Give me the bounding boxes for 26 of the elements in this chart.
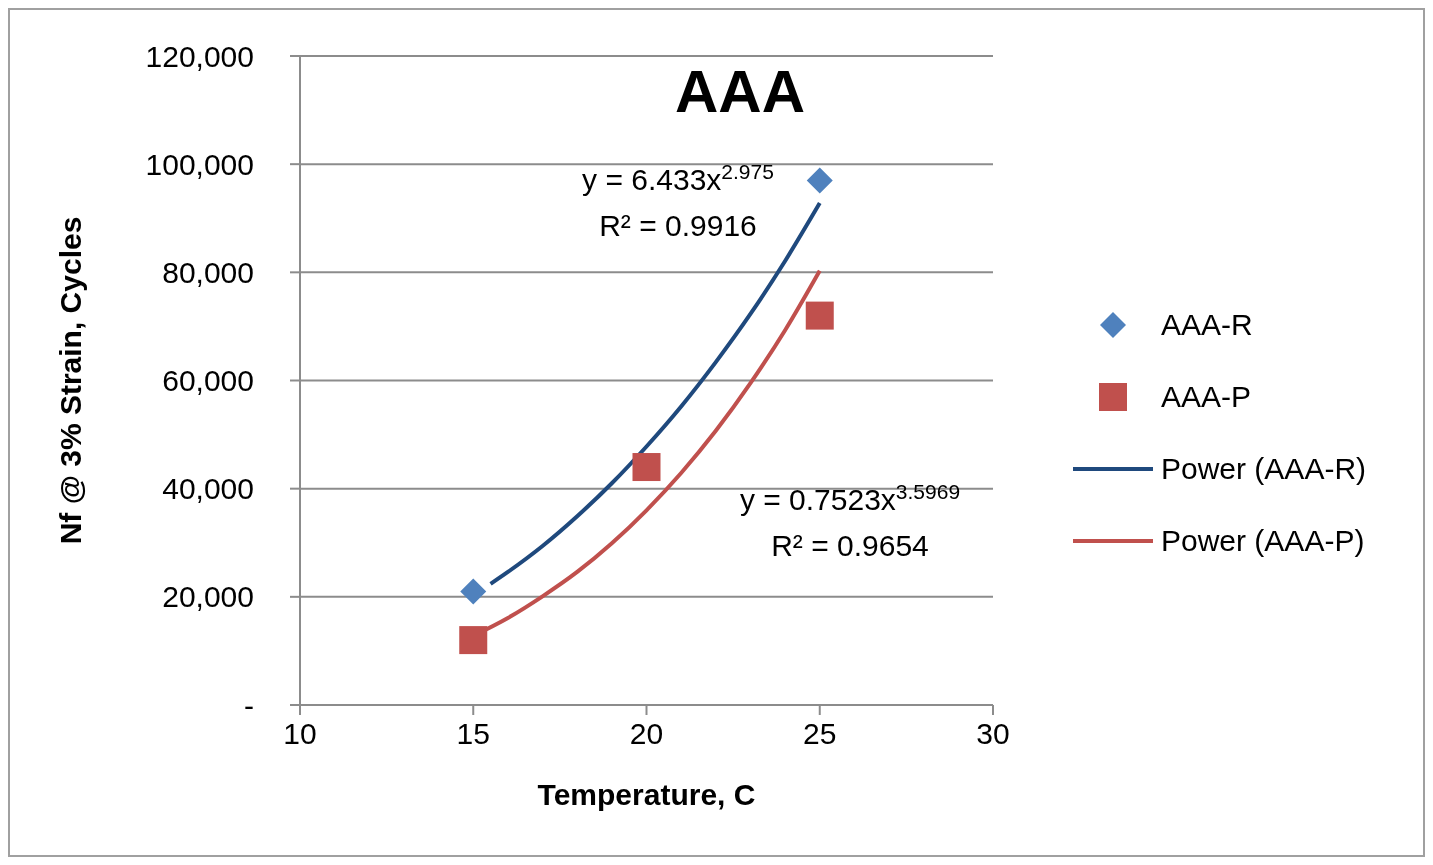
x-tick-label: 10 <box>283 717 317 751</box>
x-tick-label: 20 <box>629 717 664 751</box>
y-tick-label: 20,000 <box>162 580 254 614</box>
x-tick-label: 30 <box>976 717 1010 751</box>
legend-label: Power (AAA-P) <box>1161 523 1365 558</box>
y-tick-label: 40,000 <box>162 472 254 506</box>
text: y = 6.433x$^{2.975}$ R² = 0.9916 <box>582 159 774 242</box>
x-tick-label: 25 <box>803 717 837 751</box>
y-tick-label: 60,000 <box>162 364 254 398</box>
y-tick-label: - <box>244 688 254 722</box>
chart-title: AAA <box>675 58 805 125</box>
legend-label: Power (AAA-R) <box>1161 451 1367 486</box>
legend-label: AAA-R <box>1161 307 1253 342</box>
point <box>806 167 833 194</box>
text: y = 0.7523x$^{3.5969}$ R² = 0.9654 <box>739 479 961 562</box>
point <box>632 453 661 482</box>
legend-label: AAA-P <box>1161 379 1252 414</box>
point <box>805 301 834 330</box>
y-tick-label: 80,000 <box>162 255 254 289</box>
x-axis-title: Temperature, C <box>537 778 756 811</box>
point <box>460 578 487 605</box>
y-axis-title: Nf @ 3% Strain, Cycles <box>53 216 87 545</box>
y-tick-label: 120,000 <box>145 39 254 73</box>
x-tick-label: 15 <box>456 717 490 751</box>
point <box>459 626 488 655</box>
y-tick-label: 100,000 <box>145 147 254 181</box>
